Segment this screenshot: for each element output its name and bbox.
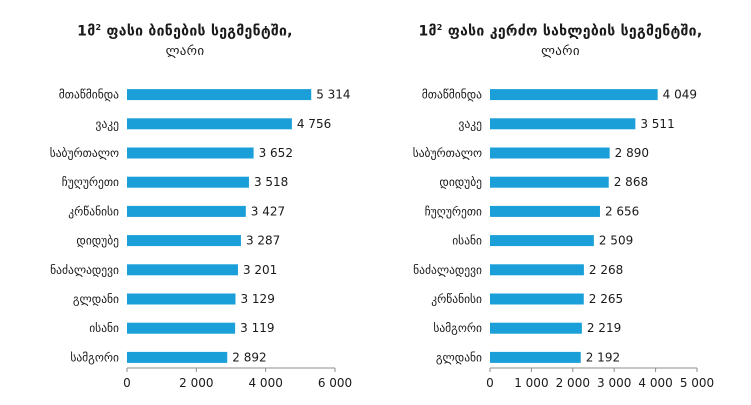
category-label: ნაძალადევი — [413, 263, 482, 277]
x-tick-label: 2 000 — [179, 376, 213, 390]
category-label: კრწანისი — [68, 204, 119, 218]
x-tick-label: 6 000 — [318, 376, 352, 390]
bar — [127, 89, 312, 101]
value-label: 2 268 — [589, 263, 623, 277]
bar — [490, 235, 594, 247]
bar-chart-apartments: 0 2 000 4 000 6 000 მთაწმინდა 5 314 ვაკე 4 756 ს… — [50, 88, 352, 390]
chart-title: 1მ2 ფასი ბინების სეგმენტში, — [77, 23, 293, 40]
value-label: 4 756 — [297, 117, 331, 131]
category-label: სამგორი — [433, 321, 482, 335]
value-label: 2 509 — [599, 234, 633, 248]
category-label: საბურთალო — [413, 146, 482, 160]
category-label: დიდუბე — [439, 175, 482, 189]
category-label: მთაწმინდა — [422, 88, 482, 102]
x-tick-label: 3 000 — [597, 376, 631, 390]
chart-title: 1მ2 ფასი კერძო სახლების სეგმენტში, — [418, 23, 703, 40]
category-label: სამგორი — [70, 350, 119, 364]
x-tick-label: 2 000 — [556, 376, 590, 390]
bar — [490, 322, 582, 334]
bar — [127, 118, 292, 130]
x-tick-label: 1 000 — [514, 376, 548, 390]
value-label: 2 192 — [586, 350, 620, 364]
bar — [490, 351, 581, 363]
chart-subtitle: ლარი — [165, 44, 205, 59]
x-tick-label: 5 000 — [680, 376, 714, 390]
value-label: 2 890 — [615, 146, 649, 160]
category-label: ვაკე — [96, 117, 120, 131]
bar — [490, 264, 584, 276]
category-label: ისანი — [89, 321, 119, 335]
category-label: მთაწმინდა — [59, 88, 119, 102]
value-label: 3 652 — [259, 146, 293, 160]
value-label: 5 314 — [316, 88, 350, 102]
x-tick-label: 0 — [486, 376, 494, 390]
bar — [127, 351, 228, 363]
category-label: საბურთალო — [50, 146, 119, 160]
chart-apartments: 1მ2 ფასი ბინების სეგმენტში, ლარი 0 2 000 4… — [0, 0, 370, 405]
bar-chart-private-houses: 0 1 000 2 000 3 000 4 000 5 000 მთაწმინდა 4 049… — [413, 88, 714, 390]
value-label: 3 129 — [240, 292, 274, 306]
bar — [490, 147, 610, 159]
bar — [127, 293, 236, 305]
category-label: ჩუღურეთი — [62, 175, 119, 189]
x-tick-label: 0 — [123, 376, 131, 390]
value-label: 3 427 — [251, 204, 285, 218]
value-label: 2 656 — [605, 204, 639, 218]
value-label: 2 265 — [589, 292, 623, 306]
bar — [127, 322, 236, 334]
value-label: 2 868 — [614, 175, 648, 189]
x-tick-label: 4 000 — [638, 376, 672, 390]
value-label: 2 219 — [587, 321, 621, 335]
bar — [490, 176, 609, 188]
category-label: კრწანისი — [431, 292, 482, 306]
category-label: გლდანი — [436, 350, 482, 364]
bar — [490, 89, 658, 101]
value-label: 3 201 — [243, 263, 277, 277]
category-label: ვაკე — [459, 117, 483, 131]
chart-private-houses: 1მ2 ფასი კერძო სახლების სეგმენტში, ლარი … — [370, 0, 751, 405]
bar — [127, 176, 249, 188]
category-label: გლდანი — [73, 292, 119, 306]
bar — [127, 264, 238, 276]
bar — [490, 118, 636, 130]
category-label: ნაძალადევი — [50, 263, 119, 277]
bar — [490, 205, 600, 217]
value-label: 3 518 — [254, 175, 288, 189]
bar — [127, 147, 254, 159]
value-label: 3 287 — [246, 234, 280, 248]
category-label: დიდუბე — [76, 234, 119, 248]
bar — [127, 235, 241, 247]
value-label: 3 119 — [240, 321, 274, 335]
x-tick-label: 4 000 — [248, 376, 282, 390]
value-label: 2 892 — [232, 350, 266, 364]
category-label: ჩუღურეთი — [425, 204, 482, 218]
bar — [127, 205, 246, 217]
bar — [490, 293, 584, 305]
category-label: ისანი — [452, 234, 482, 248]
value-label: 4 049 — [663, 88, 697, 102]
value-label: 3 511 — [640, 117, 674, 131]
chart-subtitle: ლარი — [541, 44, 580, 59]
